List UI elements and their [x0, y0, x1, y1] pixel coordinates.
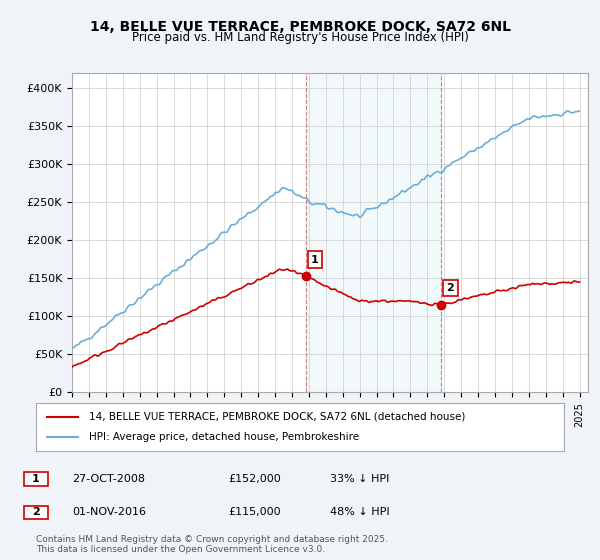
Text: 14, BELLE VUE TERRACE, PEMBROKE DOCK, SA72 6NL: 14, BELLE VUE TERRACE, PEMBROKE DOCK, SA…: [89, 20, 511, 34]
Text: HPI: Average price, detached house, Pembrokeshire: HPI: Average price, detached house, Pemb…: [89, 432, 359, 442]
Text: 1: 1: [311, 255, 319, 265]
Bar: [306, 73, 442, 392]
Text: 27-OCT-2008: 27-OCT-2008: [72, 474, 145, 484]
Text: 2: 2: [32, 507, 40, 517]
Text: 33% ↓ HPI: 33% ↓ HPI: [330, 474, 389, 484]
Text: Contains HM Land Registry data © Crown copyright and database right 2025.
This d: Contains HM Land Registry data © Crown c…: [36, 535, 388, 554]
Text: £115,000: £115,000: [228, 507, 281, 517]
Text: £152,000: £152,000: [228, 474, 281, 484]
Text: 14, BELLE VUE TERRACE, PEMBROKE DOCK, SA72 6NL (detached house): 14, BELLE VUE TERRACE, PEMBROKE DOCK, SA…: [89, 412, 465, 422]
Text: 01-NOV-2016: 01-NOV-2016: [72, 507, 146, 517]
Text: 1: 1: [32, 474, 40, 484]
Text: 48% ↓ HPI: 48% ↓ HPI: [330, 507, 389, 517]
Text: Price paid vs. HM Land Registry's House Price Index (HPI): Price paid vs. HM Land Registry's House …: [131, 31, 469, 44]
Text: 2: 2: [446, 283, 454, 293]
